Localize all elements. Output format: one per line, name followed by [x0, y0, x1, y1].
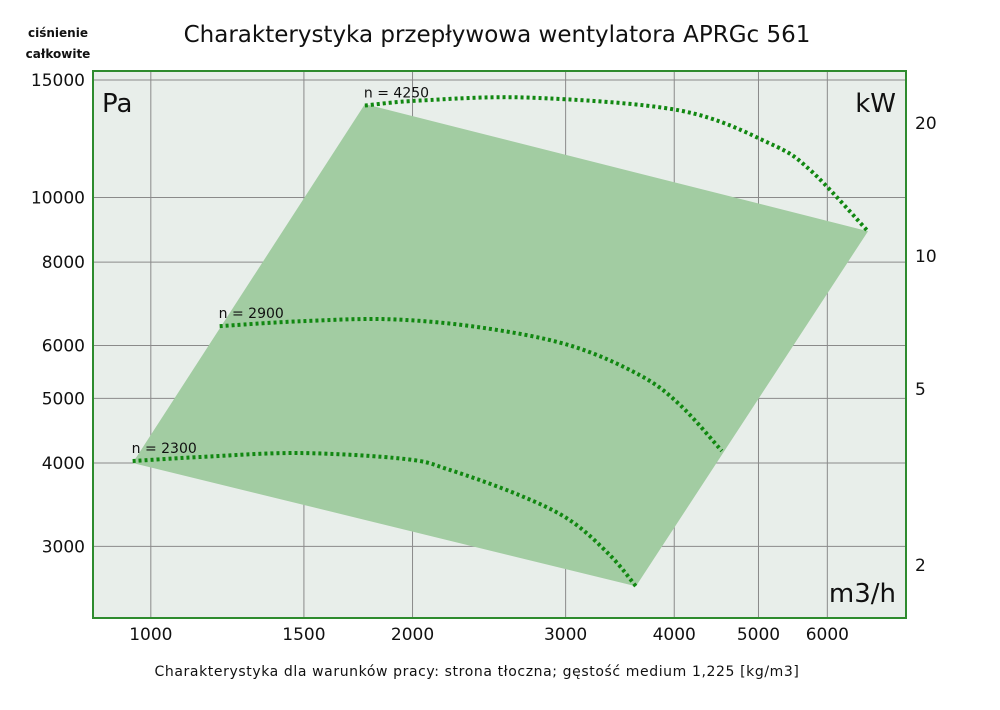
y-tick-label: 6000: [42, 336, 85, 356]
x-unit-label: m3/h: [829, 579, 896, 609]
x-tick-label: 3000: [544, 625, 587, 645]
axis-ticks: 1000 1500 2000 3000 4000 5000 6000 15000 10000 80…: [31, 71, 937, 645]
y2-tick-label: 10: [915, 247, 937, 267]
speed-curve-label: n = 2300: [132, 441, 197, 457]
x-tick-label: 2000: [391, 625, 434, 645]
chart-title: Charakterystyka przepływowa wentylatora …: [184, 22, 811, 48]
y-tick-label: 15000: [31, 71, 85, 91]
speed-curve: [132, 451, 638, 588]
y-axis-label-line-2: całkowite: [26, 47, 91, 61]
y-tick-label: 8000: [42, 253, 85, 273]
x-tick-label: 6000: [806, 625, 849, 645]
plot-frame: [92, 70, 907, 619]
operating-region: [132, 104, 869, 587]
y-tick-label: 4000: [42, 454, 85, 474]
speed-curve-label: n = 4250: [364, 86, 429, 102]
speed-curve-label: n = 2900: [219, 306, 284, 322]
speed-curve: [219, 316, 724, 453]
x-tick-label: 4000: [653, 625, 696, 645]
y2-tick-label: 5: [915, 380, 926, 400]
y2-unit-label: kW: [855, 89, 896, 119]
y2-tick-label: 20: [915, 114, 937, 134]
y-axis-label-line-1: ciśnienie: [28, 26, 88, 40]
speed-curves: n = 4250 n = 2900 n = 2300: [132, 86, 870, 588]
speed-curve: [364, 95, 870, 233]
y-tick-label: 5000: [42, 389, 85, 409]
footnote: Charakterystyka dla warunków pracy: stro…: [155, 664, 800, 680]
x-tick-label: 1500: [282, 625, 325, 645]
x-tick-label: 5000: [737, 625, 780, 645]
y-tick-label: 3000: [42, 537, 85, 557]
y-tick-label: 10000: [31, 188, 85, 208]
y2-tick-label: 2: [915, 556, 926, 576]
y-unit-label: Pa: [102, 89, 132, 119]
x-tick-label: 1000: [129, 625, 172, 645]
